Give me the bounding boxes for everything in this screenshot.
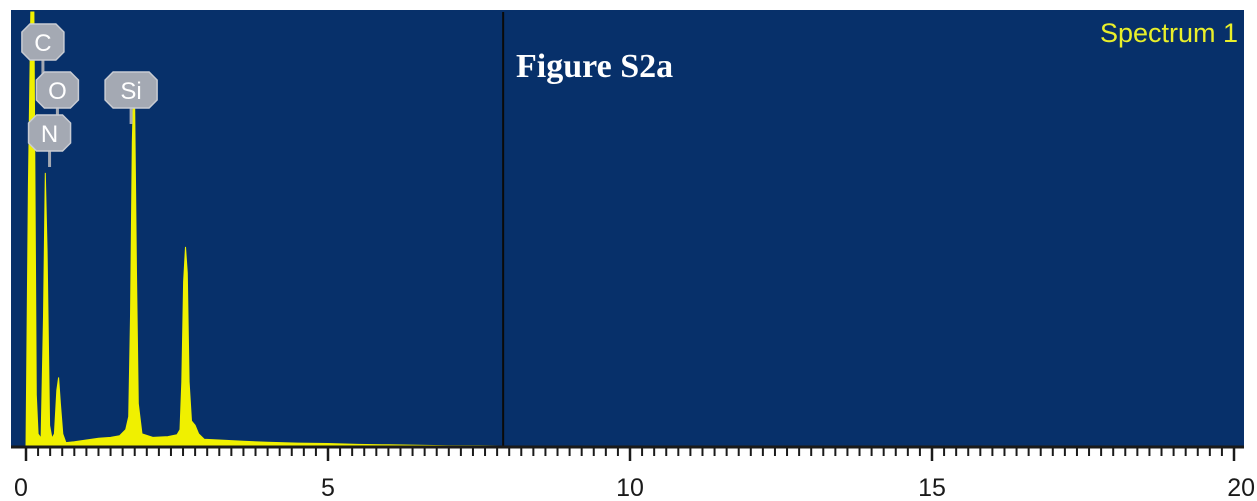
element-label-n: N: [27, 114, 72, 167]
x-tick-label: 5: [321, 474, 335, 501]
element-symbol: N: [41, 121, 58, 148]
series-layer: [25, 11, 570, 448]
element-badge: [104, 71, 158, 109]
x-tick-label: 15: [918, 474, 946, 501]
element-symbol: Si: [120, 78, 141, 105]
element-symbol: O: [48, 78, 67, 105]
element-label-c: C: [21, 23, 65, 76]
x-tick-label: 0: [14, 474, 28, 501]
legend-series-name: Spectrum 1: [1100, 18, 1238, 48]
figure-label: Figure S2a: [516, 48, 673, 85]
spectrum-series-0: [25, 11, 570, 448]
x-tick-label: 10: [616, 474, 644, 501]
element-annotations: CON Si: [21, 23, 158, 167]
element-badge: [21, 23, 65, 61]
element-symbol: C: [34, 30, 51, 57]
element-badge: [35, 71, 80, 109]
plot-background: [11, 10, 1244, 447]
element-label-si: Si: [104, 71, 158, 124]
element-badge: [27, 114, 72, 152]
x-axis-ticks: 0 5 10 15 20: [14, 447, 1255, 501]
x-tick-label: 20: [1227, 474, 1255, 501]
